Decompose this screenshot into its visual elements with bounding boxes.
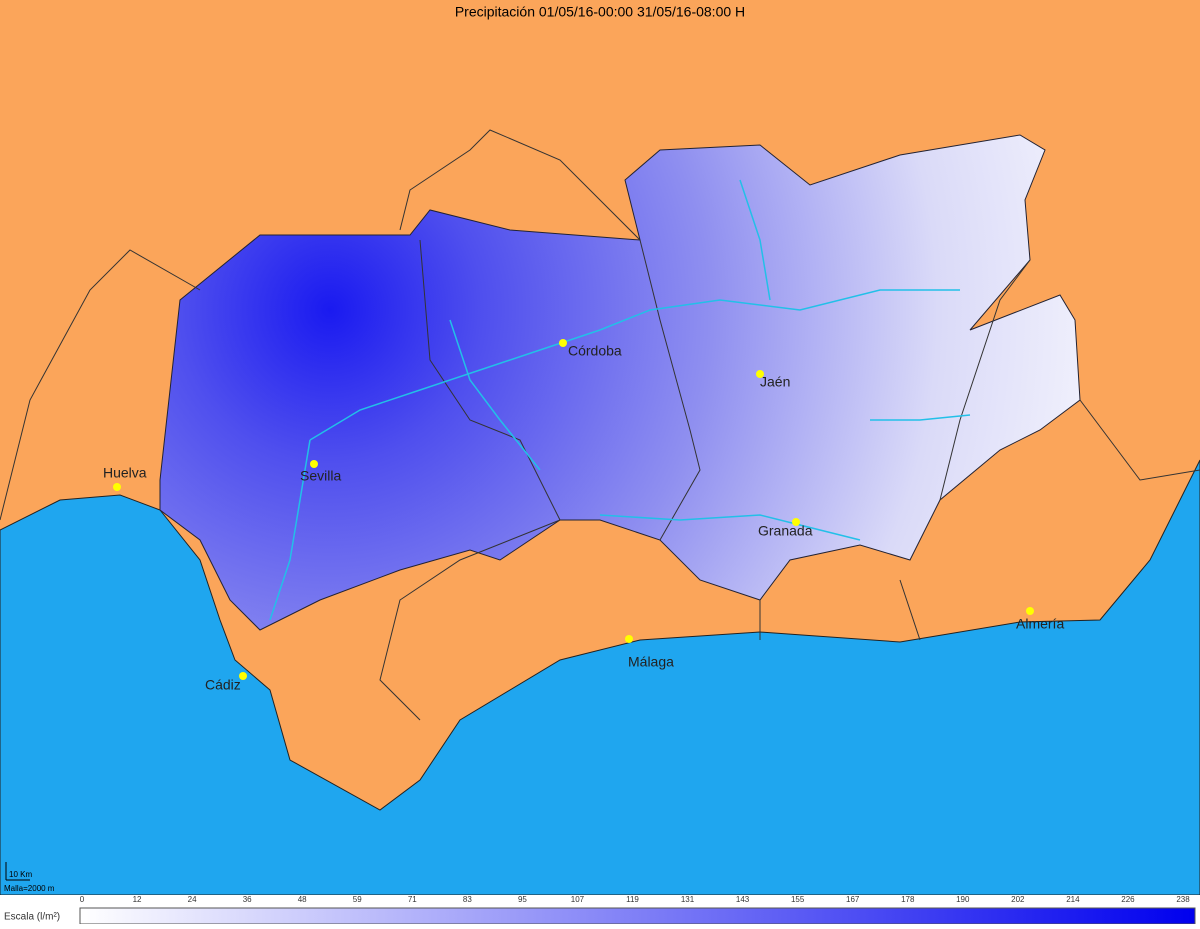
city-label: Huelva bbox=[103, 465, 147, 481]
city-label: Cádiz bbox=[205, 677, 241, 693]
title: Precipitación 01/05/16-00:00 31/05/16-08… bbox=[455, 4, 745, 20]
scale-tick-label: 95 bbox=[518, 895, 527, 904]
scale-tick-label: 178 bbox=[901, 895, 915, 904]
city-label: Sevilla bbox=[300, 468, 341, 484]
color-scale bbox=[79, 907, 1196, 925]
scale-tick-label: 0 bbox=[80, 895, 85, 904]
scale-tick-label: 155 bbox=[791, 895, 805, 904]
scale-label: Escala (l/m²) bbox=[4, 912, 60, 923]
scale-tick-label: 190 bbox=[956, 895, 970, 904]
city-dot bbox=[1026, 607, 1034, 615]
scale-tick-label: 12 bbox=[133, 895, 142, 904]
city-label: Jaén bbox=[760, 374, 790, 390]
grid-size: Malla=2000 m bbox=[4, 884, 55, 893]
city-dot bbox=[625, 635, 633, 643]
scale-tick-label: 71 bbox=[408, 895, 417, 904]
city-dot bbox=[559, 339, 567, 347]
scale-tick-label: 238 bbox=[1176, 895, 1190, 904]
city-label: Almería bbox=[1016, 616, 1064, 632]
city-dot bbox=[239, 672, 247, 680]
scale-tick-label: 226 bbox=[1121, 895, 1135, 904]
scale-tick-label: 143 bbox=[736, 895, 750, 904]
scale-tick-label: 59 bbox=[353, 895, 362, 904]
city-dot bbox=[310, 460, 318, 468]
scale-tick-label: 24 bbox=[188, 895, 197, 904]
scale-tick-label: 214 bbox=[1066, 895, 1080, 904]
scale-tick-label: 131 bbox=[681, 895, 695, 904]
scale-tick-label: 167 bbox=[846, 895, 860, 904]
scale-tick-label: 107 bbox=[571, 895, 585, 904]
city-dot bbox=[113, 483, 121, 491]
scale-tick-label: 83 bbox=[463, 895, 472, 904]
scale-tick-label: 48 bbox=[298, 895, 307, 904]
city-label: Granada bbox=[758, 523, 813, 539]
scale-tick-label: 36 bbox=[243, 895, 252, 904]
precipitation-area bbox=[159, 134, 1081, 631]
scale-tick-label: 202 bbox=[1011, 895, 1025, 904]
city-dot bbox=[792, 518, 800, 526]
city-label: Córdoba bbox=[568, 343, 622, 359]
scale-tick-label: 119 bbox=[626, 895, 639, 904]
scale-bar-length: 10 Km bbox=[9, 870, 32, 879]
rivers bbox=[269, 179, 971, 621]
borders bbox=[0, 129, 1200, 721]
sea bbox=[0, 459, 1200, 896]
city-dot bbox=[756, 370, 764, 378]
city-label: Málaga bbox=[628, 654, 674, 670]
